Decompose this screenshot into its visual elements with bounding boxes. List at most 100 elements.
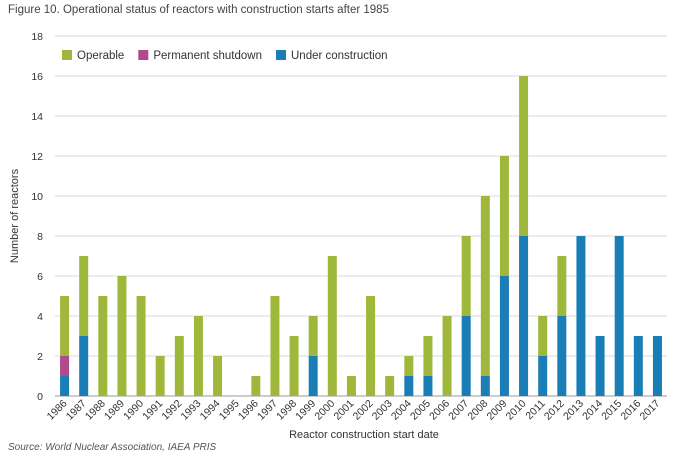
bar-2009-operable (499, 156, 509, 276)
legend-label-under-construction: Under construction (291, 50, 388, 62)
x-tick-1986: 1986 (45, 398, 70, 423)
bar-2000-operable (327, 256, 337, 396)
x-tick-2011: 2011 (523, 398, 548, 423)
bar-2011-under-construction (538, 356, 548, 396)
x-tick-1996: 1996 (236, 398, 261, 423)
x-tick-1988: 1988 (83, 398, 108, 423)
bar-1987-under-construction (79, 336, 89, 396)
bar-2003-operable (385, 376, 395, 396)
bar-1999-under-construction (308, 356, 318, 396)
y-axis-title: Number of reactors (9, 168, 21, 263)
x-tick-2006: 2006 (427, 398, 452, 423)
x-tick-2010: 2010 (504, 398, 529, 423)
x-axis-title: Reactor construction start date (289, 429, 439, 441)
x-tick-2017: 2017 (638, 398, 663, 423)
y-tick-14: 14 (31, 111, 43, 123)
x-tick-1992: 1992 (159, 398, 184, 423)
figure-source: Source: World Nuclear Association, IAEA … (8, 442, 217, 453)
bars (60, 76, 662, 396)
bar-1996-operable (251, 376, 261, 396)
bar-1990-operable (136, 296, 146, 396)
bar-2013-under-construction (576, 236, 586, 396)
x-tick-1998: 1998 (274, 398, 299, 423)
bar-1986-permanent-shutdown (60, 356, 70, 376)
bar-2005-operable (423, 336, 433, 376)
x-tick-2008: 2008 (465, 398, 490, 423)
x-tick-2009: 2009 (485, 398, 510, 423)
bar-2015-under-construction (614, 236, 624, 396)
x-tick-2005: 2005 (408, 398, 433, 423)
bar-2002-operable (366, 296, 376, 396)
bar-1998-operable (289, 336, 299, 396)
bar-1988-operable (98, 296, 108, 396)
x-tick-2001: 2001 (332, 398, 357, 423)
x-tick-1995: 1995 (217, 398, 242, 423)
bar-2016-under-construction (633, 336, 643, 396)
bar-1994-operable (213, 356, 223, 396)
x-tick-1999: 1999 (293, 398, 318, 423)
bar-1999-operable (308, 316, 318, 356)
bar-1997-operable (270, 296, 280, 396)
x-tick-2004: 2004 (389, 398, 414, 423)
x-tick-2013: 2013 (561, 398, 586, 423)
x-tick-2007: 2007 (446, 398, 471, 423)
x-tick-2015: 2015 (599, 398, 624, 423)
grid-lines (55, 35, 667, 397)
y-tick-16: 16 (31, 71, 43, 83)
bar-2012-operable (557, 256, 567, 316)
bar-2007-operable (461, 236, 471, 316)
legend-swatch-under-construction (276, 50, 286, 60)
x-tick-2003: 2003 (370, 398, 395, 423)
x-tick-2000: 2000 (312, 398, 337, 423)
bar-2001-operable (346, 376, 356, 396)
bar-1986-under-construction (60, 376, 70, 396)
bar-1986-operable (60, 296, 70, 356)
bar-2006-operable (442, 316, 452, 396)
bar-2011-operable (538, 316, 548, 356)
bar-1991-operable (155, 356, 165, 396)
y-tick-0: 0 (37, 391, 43, 403)
x-tick-2014: 2014 (580, 398, 605, 423)
x-tick-labels: 1986198719881989199019911992199319941995… (45, 398, 663, 423)
y-tick-2: 2 (37, 351, 43, 363)
x-tick-1990: 1990 (121, 398, 146, 423)
y-tick-labels: 0 2 4 6 8 10 12 14 16 18 (31, 31, 43, 403)
x-tick-1991: 1991 (140, 398, 165, 423)
bar-2014-under-construction (595, 336, 605, 396)
bar-1989-operable (117, 276, 127, 396)
bar-1993-operable (193, 316, 203, 396)
bar-2008-operable (480, 196, 490, 376)
legend-swatch-permanent-shutdown (138, 50, 149, 60)
bar-2007-under-construction (461, 316, 471, 396)
bar-2010-under-construction (519, 236, 529, 396)
bar-2012-under-construction (557, 316, 567, 396)
bar-2008-under-construction (480, 376, 490, 396)
y-tick-18: 18 (31, 31, 43, 43)
x-tick-1997: 1997 (255, 398, 280, 423)
x-tick-2012: 2012 (542, 398, 567, 423)
legend-label-permanent-shutdown: Permanent shutdown (153, 50, 262, 62)
bar-1987-operable (79, 256, 89, 336)
y-tick-4: 4 (37, 311, 43, 323)
y-tick-6: 6 (37, 271, 43, 283)
y-tick-12: 12 (31, 151, 43, 163)
x-tick-2016: 2016 (618, 398, 643, 423)
x-tick-1994: 1994 (198, 398, 223, 423)
y-tick-10: 10 (31, 191, 43, 203)
legend-label-operable: Operable (77, 50, 124, 62)
bar-2009-under-construction (499, 276, 509, 396)
bar-1992-operable (174, 336, 184, 396)
x-tick-2002: 2002 (351, 398, 376, 423)
x-tick-1989: 1989 (102, 398, 127, 423)
bar-2017-under-construction (652, 336, 662, 396)
figure-title: Figure 10. Operational status of reactor… (8, 4, 389, 16)
x-tick-1993: 1993 (179, 398, 204, 423)
bar-2004-under-construction (404, 376, 414, 396)
y-tick-8: 8 (37, 231, 43, 243)
bar-2004-operable (404, 356, 414, 376)
legend-swatch-operable (62, 50, 72, 60)
legend: Operable Permanent shutdown Under construc… (62, 50, 388, 62)
bar-2005-under-construction (423, 376, 433, 396)
bar-2010-operable (519, 76, 529, 236)
